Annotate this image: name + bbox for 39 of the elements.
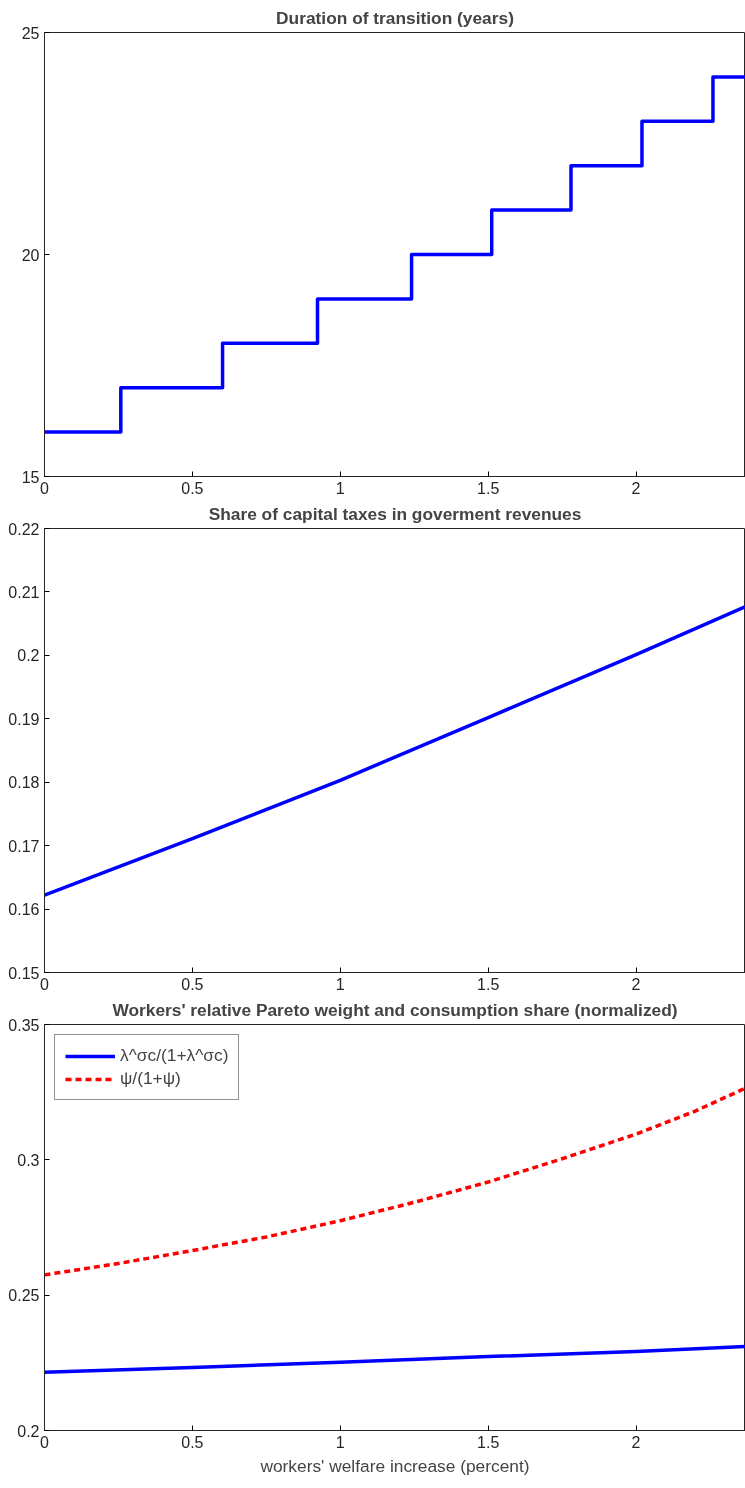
legend-label: ψ/(1+ψ): [120, 1068, 181, 1089]
x-axis-title: workers' welfare increase (percent): [259, 1455, 530, 1476]
y-tick-label: 0.19: [8, 710, 40, 728]
line-series: [44, 1086, 745, 1277]
x-tick-label: 0.5: [181, 1433, 204, 1451]
x-tick-label: 0.5: [181, 975, 204, 993]
x-tick-label: 2: [631, 975, 641, 993]
y-tick-label: 0.25: [8, 1287, 40, 1305]
chart-title: Workers' relative Pareto weight and consumption share (normalized): [112, 999, 678, 1020]
chart-title: Duration of transition (years): [276, 7, 514, 28]
x-tick-label: 1: [335, 479, 345, 497]
x-tick-label: 0: [40, 1433, 50, 1451]
y-tick-label: 25: [21, 24, 40, 42]
x-tick-label: 1: [335, 1433, 345, 1451]
y-tick-label: 0.2: [17, 1422, 40, 1440]
y-tick-label: 0.18: [8, 774, 40, 792]
y-tick-label: 0.16: [8, 901, 40, 919]
y-tick-label: 0.2: [17, 647, 40, 665]
y-tick-label: 0.15: [8, 964, 40, 982]
x-tick-label: 0: [40, 479, 50, 497]
y-tick-label: 0.17: [8, 837, 40, 855]
x-tick-label: 1.5: [477, 975, 500, 993]
line-series: [44, 604, 745, 897]
y-tick-label: 15: [21, 468, 40, 486]
x-tick-label: 1.5: [477, 1433, 500, 1451]
x-tick-label: 1.5: [477, 479, 500, 497]
legend-label: λ^σc/(1+λ^σc): [120, 1045, 229, 1066]
x-tick-label: 1: [335, 975, 345, 993]
line-series: [44, 1344, 745, 1375]
y-tick-label: 0.21: [8, 583, 40, 601]
x-tick-label: 2: [631, 1433, 641, 1451]
y-tick-label: 0.35: [8, 1016, 40, 1034]
chart-title: Share of capital taxes in goverment revenues: [208, 503, 582, 524]
y-tick-label: 0.22: [8, 520, 40, 538]
x-tick-label: 2: [631, 479, 641, 497]
y-tick-label: 0.3: [17, 1151, 40, 1169]
x-tick-label: 0: [40, 975, 50, 993]
y-tick-label: 20: [21, 246, 40, 264]
x-tick-label: 0.5: [181, 479, 204, 497]
